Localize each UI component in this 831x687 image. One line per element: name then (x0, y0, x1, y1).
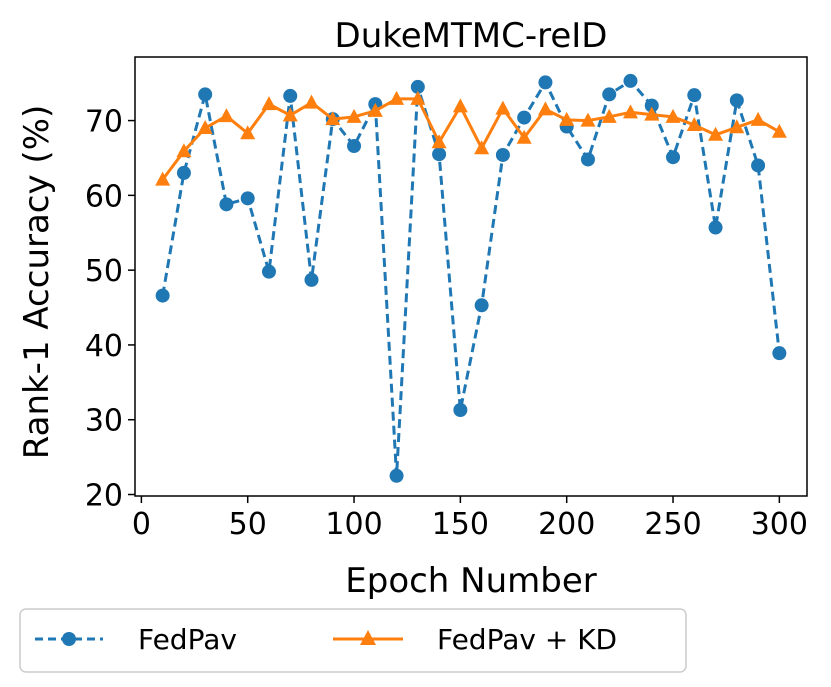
y-tick-label: 30 (85, 404, 123, 439)
y-tick-label: 20 (85, 479, 123, 514)
x-tick-label: 50 (229, 507, 267, 542)
fedpav-kd-point (389, 90, 405, 105)
fedpav-point (410, 79, 425, 94)
fedpav-kd-point (410, 90, 426, 105)
fedpav-kd-point (176, 143, 192, 158)
fedpav-point (240, 191, 255, 206)
fedpav-kd-point (622, 104, 638, 119)
y-axis-title: Rank-1 Accuracy (%) (17, 105, 57, 460)
fedpav-point (432, 147, 447, 162)
fedpav-kd-point (580, 112, 596, 127)
fedpav-point (708, 220, 723, 235)
fedpav-point (389, 468, 404, 483)
fedpav-kd-point (261, 96, 277, 111)
fedpav-kd-point (601, 108, 617, 123)
fedpav-kd-point (516, 129, 532, 144)
fedpav-kd-point (771, 123, 787, 138)
fedpav-point (666, 150, 681, 165)
fedpav-point (261, 264, 276, 279)
fedpav-kd-point (346, 108, 362, 123)
fedpav-point (495, 147, 510, 162)
fedpav-kd-point (304, 94, 320, 109)
fedpav-kd-point (729, 119, 745, 134)
fedpav-point (304, 272, 319, 287)
fedpav-kd-point (367, 102, 383, 117)
fedpav-point (155, 288, 170, 303)
fedpav-point (729, 93, 744, 108)
chart-title: DukeMTMC-reID (335, 16, 608, 56)
legend-fedpav-label: FedPav (138, 623, 237, 656)
fedpav-point (751, 158, 766, 173)
fedpav-point (623, 73, 638, 88)
y-tick-label: 70 (85, 105, 123, 140)
fedpav-kd-point (452, 98, 468, 113)
fedpav-point (283, 88, 298, 103)
fedpav-point (198, 87, 213, 102)
plot-frame (134, 56, 808, 497)
fedpav-point (538, 75, 553, 90)
x-tick-label: 0 (132, 507, 151, 542)
fedpav-kd-point (495, 100, 511, 115)
x-tick-label: 300 (751, 507, 808, 542)
fedpav-kd-point (282, 107, 298, 122)
plot-area: 0 50 100 150 200 250 300 20 30 40 50 60 70 (85, 56, 808, 542)
fedpav-point (602, 87, 617, 102)
y-tick-label: 40 (85, 329, 123, 364)
fedpav-kd-point (155, 171, 171, 186)
x-tick-label: 150 (432, 507, 489, 542)
fedpav-point (453, 402, 468, 417)
x-tick-label: 200 (538, 507, 595, 542)
fedpav-kd-point (325, 111, 341, 126)
fedpav-kd-point (686, 117, 702, 132)
fedpav-kd-point (240, 125, 256, 140)
legend-fedpav-kd-label: FedPav + KD (437, 623, 617, 656)
fedpav-kd-point (644, 106, 660, 121)
fedpav-kd-point (218, 108, 234, 123)
fedpav-point (219, 197, 234, 212)
x-tick-label: 250 (644, 507, 701, 542)
fedpav-point (687, 88, 702, 103)
fedpav-point (176, 165, 191, 180)
x-tick-label: 100 (325, 507, 382, 542)
y-tick-label: 60 (85, 179, 123, 214)
legend-fedpav-marker (62, 632, 76, 646)
fedpav-point (474, 298, 489, 313)
fedpav-point (644, 98, 659, 113)
fedpav-kd-point (750, 111, 766, 126)
fedpav-kd-point (474, 140, 490, 155)
fedpav-series-line (161, 79, 781, 478)
fedpav-point (580, 152, 595, 167)
fedpav-point (517, 110, 532, 125)
legend: FedPav FedPav + KD (19, 608, 687, 673)
fedpav-kd-point (537, 101, 553, 116)
fedpav-kd-point (559, 111, 575, 126)
y-tick-label: 50 (85, 254, 123, 289)
fedpav-kd-point (708, 126, 724, 141)
x-axis-title: Epoch Number (345, 561, 597, 601)
fedpav-point (772, 346, 787, 361)
fedpav-point (347, 138, 362, 153)
fedpav-kd-point (665, 108, 681, 123)
fedpav-kd-point (197, 120, 213, 135)
fedpav-kd-point (431, 134, 447, 149)
legend-fedpav-kd-marker (360, 630, 376, 645)
